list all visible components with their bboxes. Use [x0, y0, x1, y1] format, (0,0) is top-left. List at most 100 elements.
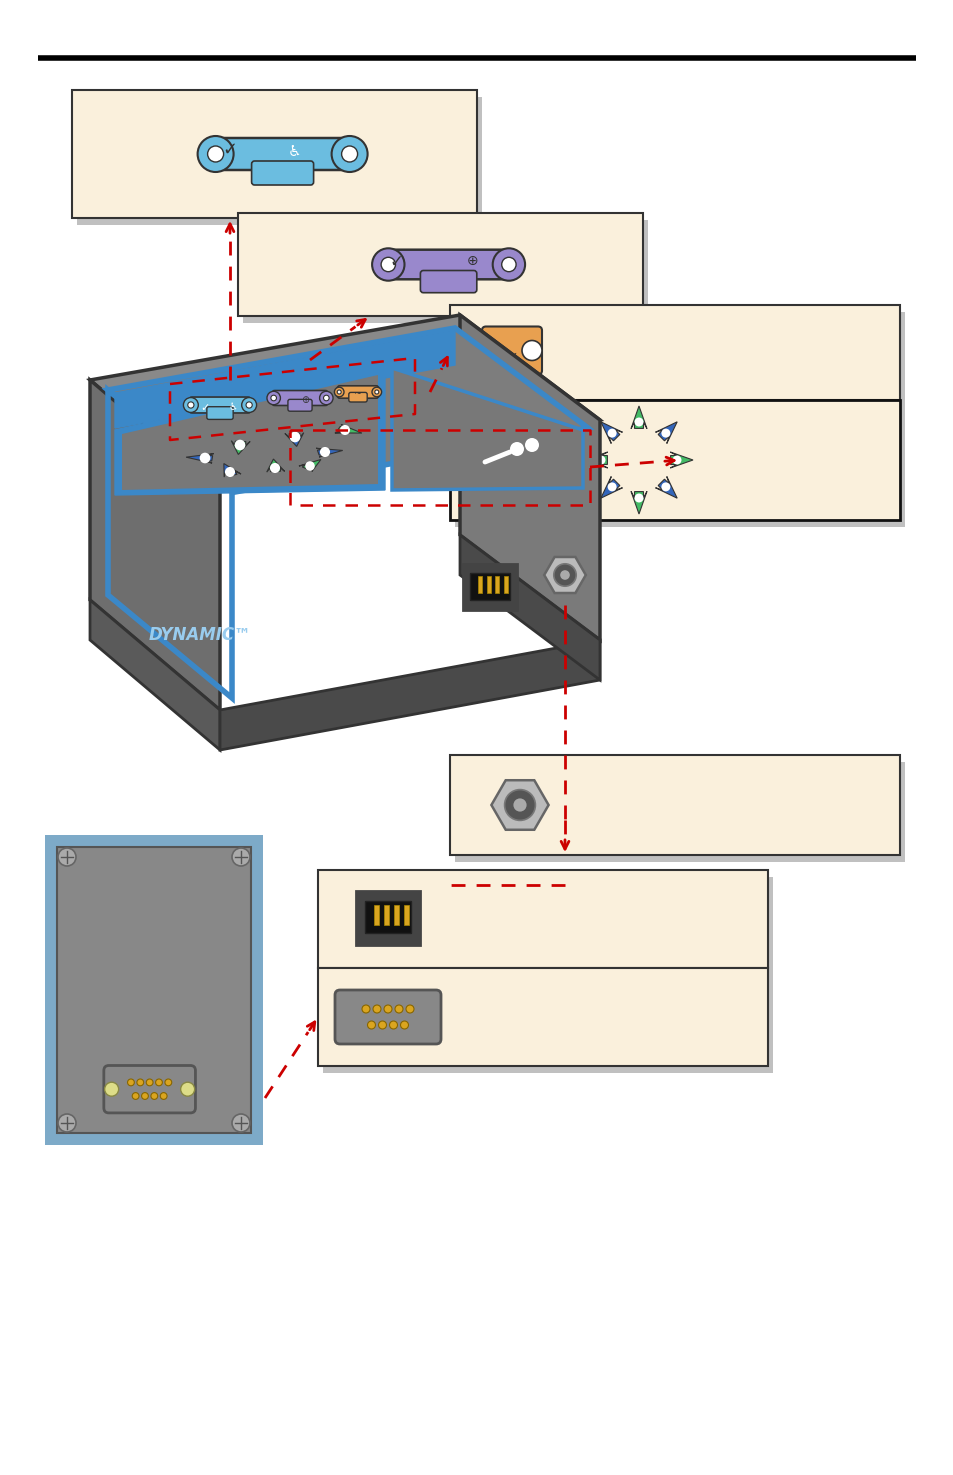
Circle shape [672, 456, 680, 465]
Circle shape [510, 442, 523, 456]
Bar [455, 407, 904, 527]
Polygon shape [584, 451, 607, 468]
Bar [486, 577, 491, 593]
Circle shape [183, 398, 198, 413]
Circle shape [132, 1093, 139, 1099]
Polygon shape [335, 425, 361, 434]
Text: ♿: ♿ [288, 145, 301, 159]
Bar [394, 906, 398, 925]
Polygon shape [600, 476, 622, 499]
Circle shape [246, 401, 252, 409]
Polygon shape [186, 454, 213, 463]
Circle shape [58, 1114, 76, 1131]
FancyBboxPatch shape [288, 400, 312, 412]
Bar [455, 763, 904, 861]
Bar [450, 305, 899, 400]
Circle shape [267, 391, 280, 404]
Bar [403, 906, 409, 925]
Circle shape [596, 456, 605, 465]
Circle shape [136, 1080, 144, 1086]
Polygon shape [90, 600, 220, 749]
Polygon shape [543, 558, 585, 593]
Circle shape [372, 388, 381, 397]
Circle shape [271, 395, 276, 401]
Circle shape [339, 425, 350, 435]
Circle shape [234, 440, 245, 450]
Polygon shape [224, 463, 241, 476]
Circle shape [232, 848, 250, 866]
Bar [57, 847, 251, 1133]
Circle shape [367, 1021, 375, 1030]
Circle shape [336, 389, 341, 394]
Text: DYNAMIC™: DYNAMIC™ [149, 625, 251, 645]
Polygon shape [670, 451, 692, 468]
Circle shape [521, 341, 541, 360]
FancyBboxPatch shape [336, 386, 378, 398]
Bar [71, 90, 476, 218]
Circle shape [146, 1080, 152, 1086]
Bar [455, 313, 904, 407]
Polygon shape [315, 448, 342, 457]
Circle shape [332, 136, 367, 173]
Bar [77, 97, 481, 226]
FancyBboxPatch shape [420, 270, 476, 292]
Polygon shape [267, 459, 284, 472]
Text: ♿: ♿ [229, 403, 237, 412]
Text: ⊕: ⊕ [300, 395, 309, 406]
Text: ~: ~ [502, 345, 517, 363]
Circle shape [141, 1093, 149, 1099]
Circle shape [372, 248, 404, 280]
FancyBboxPatch shape [104, 1065, 195, 1114]
Text: ✓: ✓ [389, 252, 402, 270]
Bar [450, 400, 899, 521]
FancyBboxPatch shape [272, 391, 328, 406]
Circle shape [270, 463, 280, 473]
Circle shape [513, 798, 526, 811]
Circle shape [373, 1004, 380, 1013]
Bar [477, 577, 482, 593]
FancyBboxPatch shape [349, 392, 367, 403]
Circle shape [197, 136, 233, 173]
Circle shape [225, 468, 234, 476]
Bar [384, 906, 389, 925]
Bar [317, 870, 767, 968]
Bar [470, 572, 509, 600]
Bar [462, 565, 517, 611]
Circle shape [375, 389, 378, 394]
FancyBboxPatch shape [213, 139, 352, 170]
FancyBboxPatch shape [252, 161, 314, 184]
Circle shape [559, 571, 569, 580]
Polygon shape [630, 491, 646, 513]
Polygon shape [600, 422, 622, 444]
Circle shape [105, 1083, 118, 1096]
Circle shape [290, 432, 300, 442]
Bar [374, 906, 378, 925]
Polygon shape [122, 375, 377, 490]
Circle shape [188, 401, 193, 409]
Polygon shape [298, 460, 320, 472]
Polygon shape [459, 535, 599, 680]
Circle shape [378, 1021, 386, 1030]
Circle shape [319, 391, 333, 404]
Bar [45, 835, 263, 1145]
Polygon shape [655, 476, 677, 499]
Polygon shape [655, 422, 677, 444]
Circle shape [389, 1021, 397, 1030]
Circle shape [384, 1004, 392, 1013]
Text: ✓: ✓ [222, 142, 237, 159]
Polygon shape [90, 316, 599, 490]
Circle shape [335, 388, 344, 397]
Bar [237, 212, 642, 316]
Circle shape [323, 395, 329, 401]
Circle shape [607, 482, 616, 491]
FancyBboxPatch shape [189, 397, 251, 413]
Polygon shape [231, 441, 250, 454]
Polygon shape [459, 316, 599, 640]
Bar [450, 755, 899, 856]
Circle shape [58, 848, 76, 866]
Polygon shape [90, 381, 220, 709]
Circle shape [400, 1021, 408, 1030]
Polygon shape [285, 432, 303, 447]
Circle shape [607, 429, 616, 438]
Circle shape [319, 447, 330, 457]
